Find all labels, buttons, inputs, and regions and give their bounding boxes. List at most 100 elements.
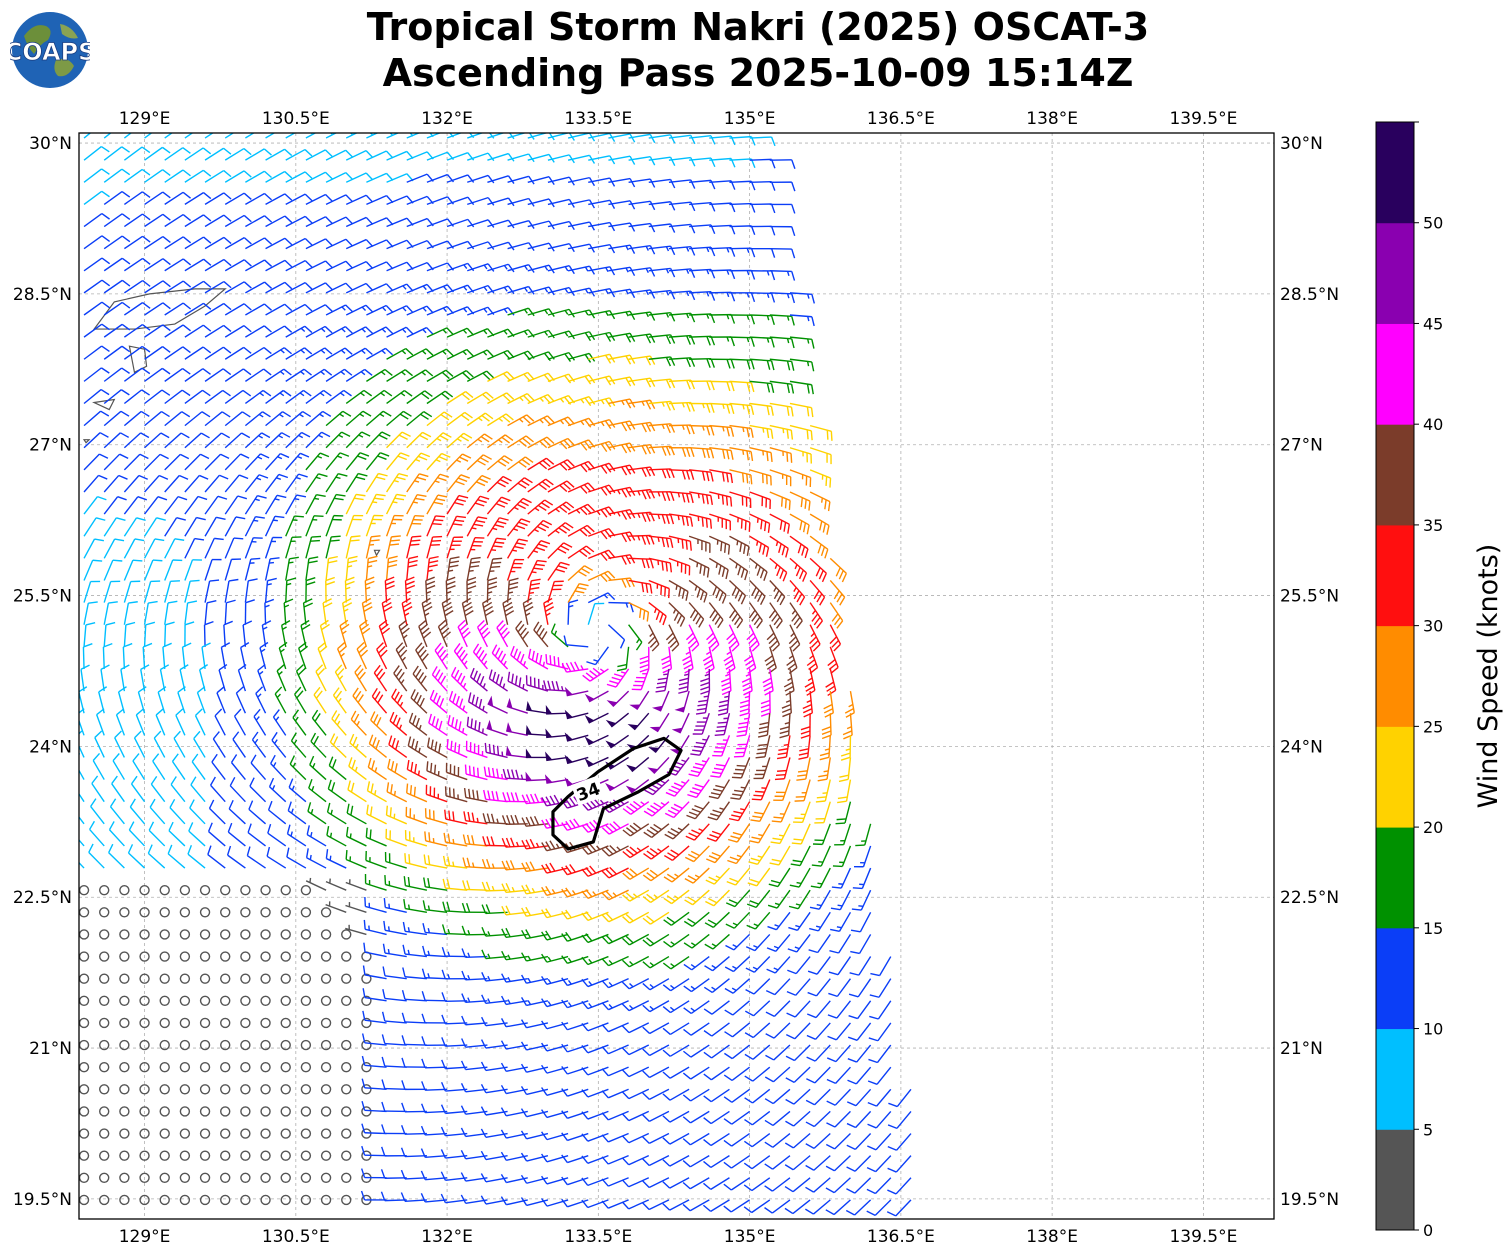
wind-barb (545, 728, 569, 739)
wind-barb (784, 1177, 811, 1193)
wind-barb (684, 867, 710, 884)
wind-barb (260, 1172, 271, 1183)
wind-barb (769, 203, 796, 214)
wind-barb (769, 513, 790, 534)
wind-barb (507, 197, 535, 207)
wind-barb (445, 762, 468, 781)
wind-barb (305, 133, 333, 139)
wind-barb (381, 1034, 407, 1046)
wind-barb (648, 178, 676, 189)
wind-barb (496, 620, 510, 648)
wind-barb (139, 973, 150, 984)
wind-barb (441, 597, 454, 625)
wind-barb (391, 688, 408, 714)
wind-barb (729, 269, 756, 280)
wind-barb (204, 236, 232, 250)
wind-barb (240, 973, 251, 984)
wind-barb (144, 389, 171, 405)
wind-barb (227, 822, 246, 847)
colorbar-tick-label: 10 (1423, 1020, 1443, 1039)
wind-barb (476, 619, 491, 648)
wind-barb (345, 260, 374, 272)
wind-barb (381, 1101, 407, 1113)
wind-barb (365, 514, 384, 537)
wind-barb (829, 557, 848, 583)
wind-barb (725, 889, 751, 908)
wind-barb (341, 995, 352, 1006)
wind-barb (668, 424, 695, 435)
wind-barb (224, 537, 244, 559)
wind-barb (486, 719, 508, 736)
wind-barb (887, 1133, 912, 1151)
lon-tick-label-bottom: 135°E (724, 1227, 776, 1247)
wind-barb (224, 214, 252, 228)
wind-barb (345, 172, 374, 183)
wind-barb (103, 601, 118, 625)
wind-barb (119, 1106, 130, 1117)
wind-barb (847, 1066, 872, 1085)
lon-tick-label-top: 138°E (1026, 109, 1078, 129)
wind-barb (245, 170, 272, 183)
wind-barb (682, 1177, 710, 1190)
wind-barb (341, 1150, 352, 1161)
wind-barb (707, 801, 731, 821)
wind-barb (628, 624, 643, 651)
wind-barb (361, 1033, 387, 1046)
wind-barb (280, 1106, 291, 1117)
lon-tick-label-bottom: 129°E (119, 1227, 171, 1247)
wind-barb (561, 1154, 589, 1164)
wind-barb (744, 1110, 771, 1126)
colorbar-segment (1376, 222, 1414, 324)
wind-barb (144, 133, 153, 139)
wind-barb (345, 304, 374, 316)
wind-barb (561, 1176, 589, 1186)
wind-barb (362, 1010, 387, 1024)
wind-barb (481, 597, 494, 625)
wind-barb (888, 1088, 912, 1108)
wind-barb (345, 472, 368, 493)
lat-tick-label-left: 28.5°N (13, 285, 72, 305)
wind-barb (240, 995, 251, 1006)
wind-barb (834, 823, 852, 846)
wind-barb (220, 1106, 231, 1117)
wind-barb (688, 491, 714, 506)
wind-barb (143, 496, 168, 515)
wind-barb (628, 579, 653, 594)
wind-barb (260, 1039, 271, 1051)
wind-barb (383, 920, 407, 936)
wind-barb (184, 495, 208, 515)
wind-barb (621, 1110, 650, 1122)
wind-barb (199, 1128, 211, 1139)
wind-barb (224, 558, 241, 581)
wind-barb (847, 1044, 872, 1063)
wind-barb (365, 431, 391, 449)
wind-barb (426, 494, 448, 515)
wind-barb (220, 973, 231, 984)
wind-barb (779, 713, 791, 739)
wind-barb (755, 735, 771, 759)
wind-barb (703, 1066, 730, 1081)
wind-barb (708, 779, 731, 800)
wind-barb (123, 580, 141, 603)
wind-barb (648, 134, 676, 144)
wind-barb (325, 304, 353, 316)
wind-barb (292, 709, 307, 736)
wind-barb (785, 1066, 811, 1083)
wind-barb (214, 708, 226, 736)
wind-barb (466, 516, 488, 537)
wind-barb (642, 1132, 670, 1145)
wind-barb (90, 798, 105, 825)
wind-barb (703, 1044, 730, 1059)
wind-barb (300, 884, 312, 896)
wind-barb (581, 933, 609, 944)
colorbar-frame (1375, 121, 1415, 1231)
wind-barb (426, 327, 454, 338)
wind-barb (421, 968, 448, 980)
wind-barb (123, 235, 151, 250)
wind-barb (522, 597, 534, 625)
wind-barb (564, 754, 589, 765)
wind-barb (220, 1017, 231, 1029)
wind-barb (648, 334, 676, 345)
wind-barb (285, 133, 313, 139)
wind-barb (164, 236, 192, 250)
